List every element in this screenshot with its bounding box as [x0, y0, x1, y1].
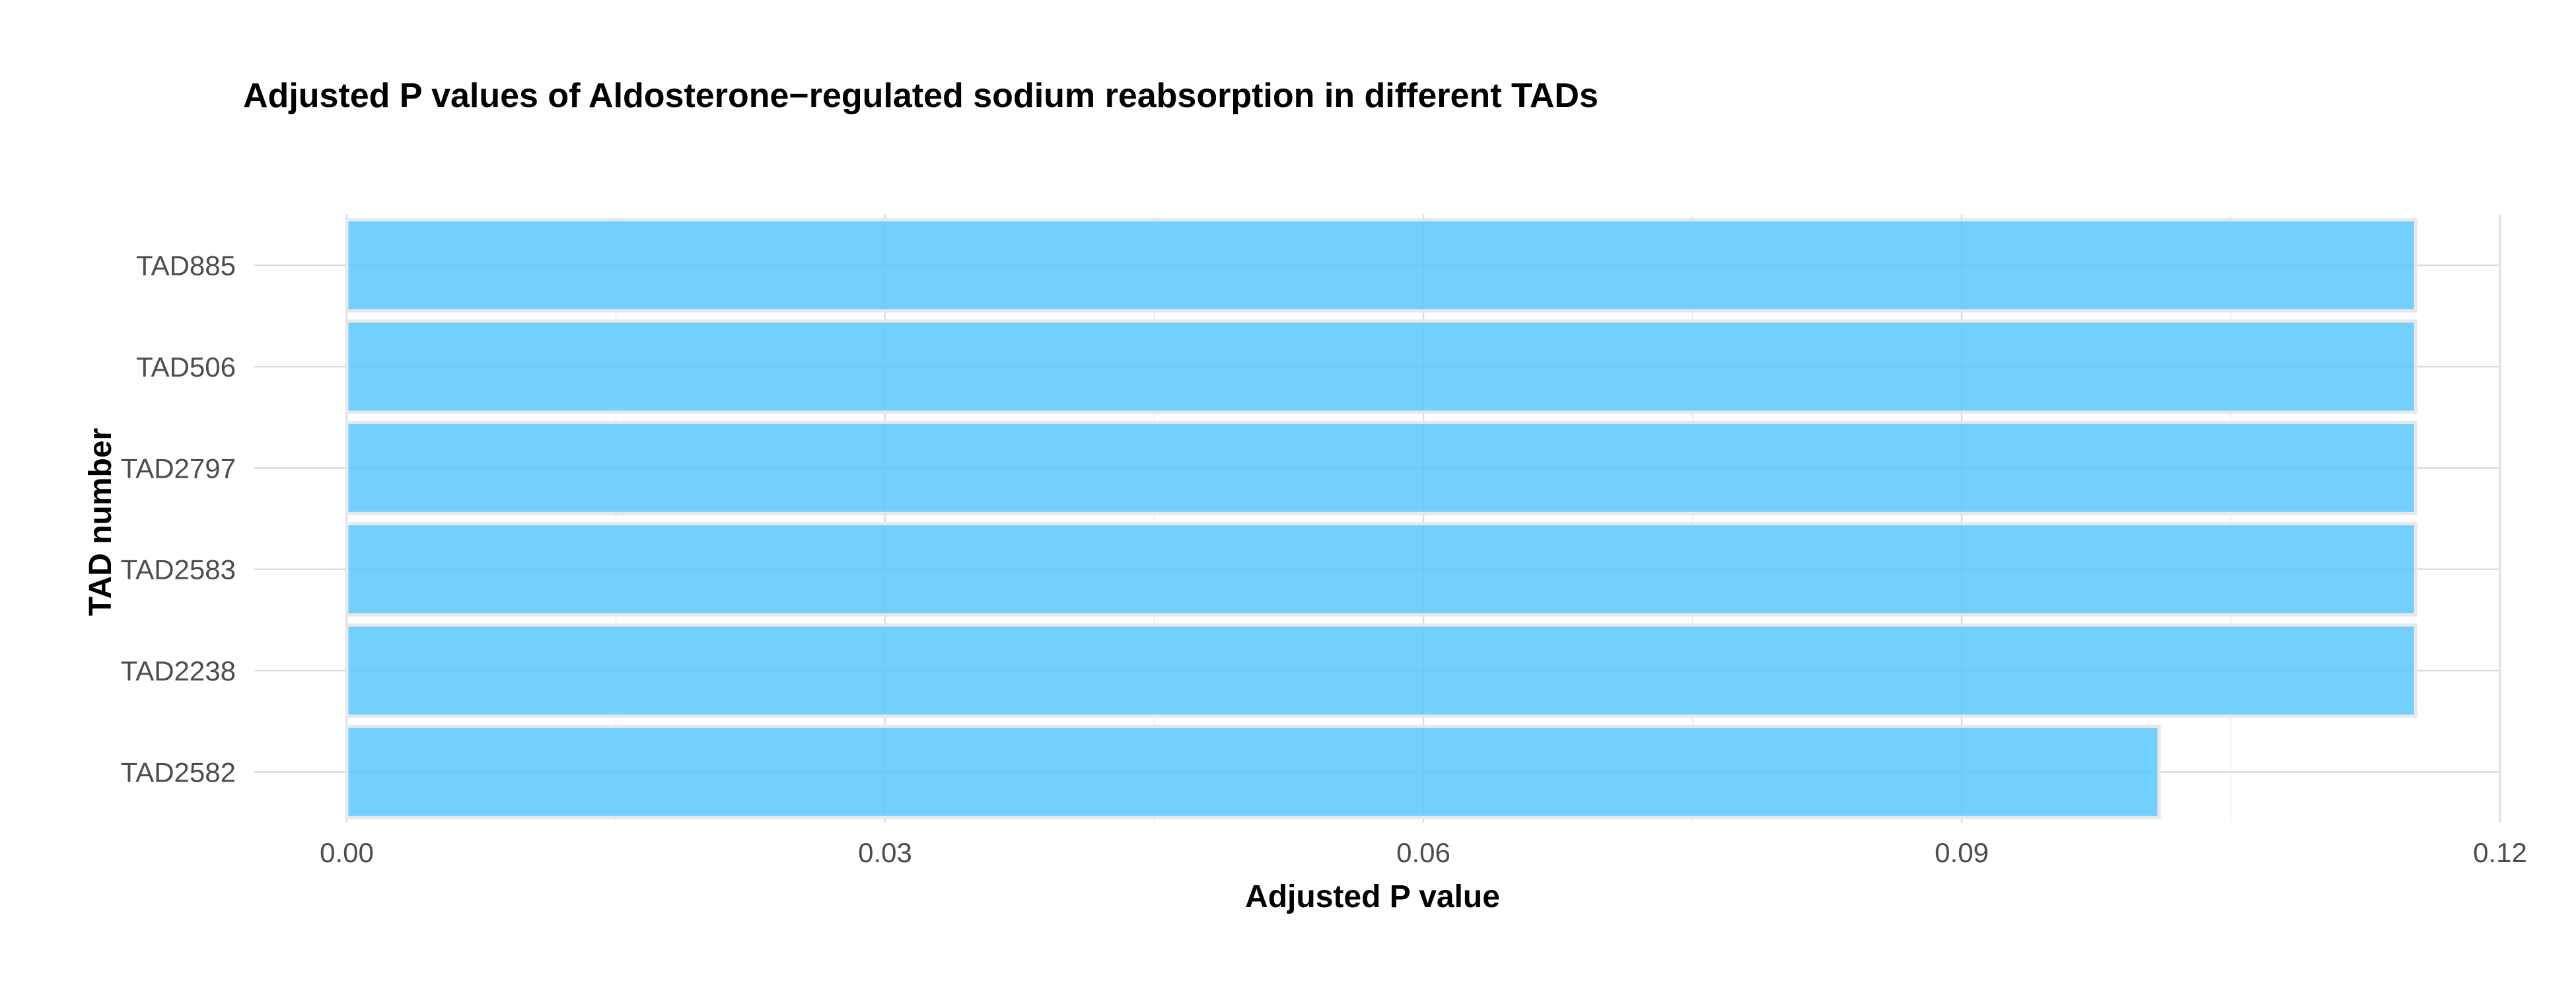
x-tick-label: 0.12 — [2473, 837, 2527, 868]
bar-tad506 — [345, 319, 2417, 414]
y-tick-label: TAD885 — [136, 250, 236, 281]
bars — [345, 218, 2417, 819]
x-tick-label: 0.06 — [1396, 837, 1450, 868]
x-tick-label: 0.00 — [320, 837, 374, 868]
y-tick-label: TAD506 — [136, 351, 236, 383]
bar-tad2797 — [345, 420, 2417, 515]
y-tick-labels: TAD885 TAD506 TAD2797 TAD2583 TAD2238 TAD2582 — [121, 250, 236, 788]
y-tick-label: TAD2582 — [121, 756, 236, 788]
x-tick-labels: 0.00 0.03 0.06 0.09 0.12 — [320, 837, 2527, 868]
bar-tad2582 — [345, 724, 2161, 819]
y-axis-title: TAD number — [83, 428, 118, 616]
chart-title: Adjusted P values of Aldosterone−regulat… — [243, 77, 1598, 115]
x-tick-label: 0.09 — [1935, 837, 1989, 868]
bar-tad2238 — [345, 623, 2417, 718]
bar-tad2583 — [345, 522, 2417, 617]
x-axis-title: Adjusted P value — [1245, 879, 1500, 914]
y-tick-label: TAD2797 — [121, 453, 236, 484]
y-tick-label: TAD2238 — [121, 655, 236, 686]
bar-tad885 — [345, 218, 2417, 313]
x-tick-label: 0.03 — [858, 837, 912, 868]
y-tick-label: TAD2583 — [121, 554, 236, 585]
